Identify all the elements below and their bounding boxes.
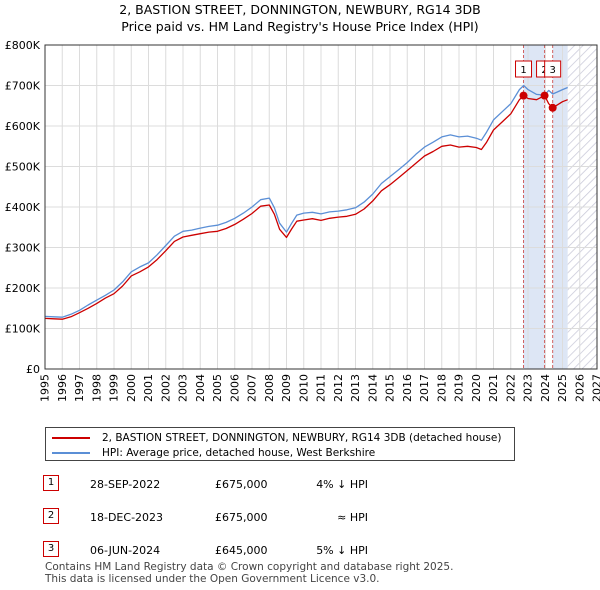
- y-tick-label: £700K: [5, 80, 41, 93]
- sale-point: [540, 91, 549, 100]
- sale-row: 2 18-DEC-2023 £675,000 ≈ HPI: [43, 505, 443, 538]
- sale-number-badge: 2: [43, 508, 59, 524]
- legend-price-paid-label: 2, BASTION STREET, DONNINGTON, NEWBURY, …: [102, 431, 502, 444]
- x-tick-label: 2005: [211, 374, 224, 402]
- y-tick-label: £0: [26, 363, 40, 376]
- sale-number-label: 3: [549, 65, 555, 76]
- y-tick-label: £400K: [5, 201, 41, 214]
- footer-copyright: Contains HM Land Registry data © Crown c…: [45, 561, 454, 573]
- x-tick-label: 2004: [194, 374, 207, 402]
- y-tick-label: £200K: [5, 282, 41, 295]
- legend-item-hpi: HPI: Average price, detached house, West…: [52, 445, 375, 460]
- sale-date: 06-JUN-2024: [90, 544, 161, 557]
- x-tick-label: 2007: [246, 374, 259, 402]
- chart-title: 2, BASTION STREET, DONNINGTON, NEWBURY, …: [119, 2, 481, 17]
- chart-subtitle: Price paid vs. HM Land Registry's House …: [121, 19, 479, 34]
- x-tick-label: 2001: [142, 374, 155, 402]
- sale-date: 18-DEC-2023: [90, 511, 164, 524]
- x-tick-label: 1997: [73, 374, 86, 402]
- x-tick-label: 2014: [366, 374, 379, 402]
- x-tick-label: 2019: [453, 374, 466, 402]
- legend-hpi-line: [52, 451, 90, 454]
- x-tick-label: 2002: [159, 374, 172, 402]
- sale-number-box: [515, 60, 533, 78]
- x-tick-label: 2025: [556, 374, 569, 402]
- x-tick-label: 2017: [418, 374, 431, 402]
- sale-price: £645,000: [215, 544, 268, 557]
- x-tick-label: 2010: [297, 374, 310, 402]
- x-tick-label: 2012: [332, 374, 345, 402]
- x-tick-label: 1995: [39, 374, 52, 402]
- legend-price-paid-line: [52, 436, 90, 439]
- x-tick-label: 1996: [56, 374, 69, 402]
- y-tick-label: £300K: [5, 242, 41, 255]
- price-paid-line: [44, 94, 568, 320]
- sale-row: 1 28-SEP-2022 £675,000 4% ↓ HPI: [43, 472, 443, 505]
- sale-hpi-comparison: 4% ↓ HPI: [316, 478, 368, 491]
- footer: Contains HM Land Registry data © Crown c…: [45, 561, 453, 585]
- sale-hpi-comparison: 5% ↓ HPI: [316, 544, 368, 557]
- sale-hpi-comparison: ≈ HPI: [337, 511, 368, 524]
- x-tick-label: 2000: [125, 374, 138, 402]
- x-tick-label: 2023: [522, 374, 535, 402]
- sale-number-label: 1: [520, 65, 526, 76]
- sale-number-badge: 3: [43, 541, 59, 557]
- x-tick-label: 2013: [349, 374, 362, 402]
- legend: 2, BASTION STREET, DONNINGTON, NEWBURY, …: [45, 427, 515, 461]
- y-tick-label: £100K: [5, 323, 41, 336]
- sale-price: £675,000: [215, 511, 268, 524]
- x-tick-label: 2006: [228, 374, 241, 402]
- x-tick-label: 1999: [108, 374, 121, 402]
- x-tick-label: 2009: [280, 374, 293, 402]
- x-tick-label: 2008: [263, 374, 276, 402]
- x-tick-label: 2015: [384, 374, 397, 402]
- x-tick-label: 2003: [177, 374, 190, 402]
- legend-hpi-label: HPI: Average price, detached house, West…: [102, 446, 376, 459]
- sale-price: £675,000: [215, 478, 268, 491]
- y-tick-label: £600K: [5, 120, 41, 133]
- legend-item-price-paid: 2, BASTION STREET, DONNINGTON, NEWBURY, …: [52, 430, 501, 445]
- x-tick-label: 2021: [487, 374, 500, 402]
- x-tick-label: 2027: [591, 374, 600, 402]
- sale-row: 3 06-JUN-2024 £645,000 5% ↓ HPI: [43, 538, 443, 571]
- sale-number-badge: 1: [43, 475, 59, 491]
- x-tick-label: 2020: [470, 374, 483, 402]
- sale-date: 28-SEP-2022: [90, 478, 161, 491]
- plot-frame: [44, 44, 598, 370]
- x-tick-label: 2016: [401, 374, 414, 402]
- sale-point: [548, 103, 557, 112]
- sale-number-box: [544, 60, 562, 78]
- y-tick-label: £500K: [5, 161, 41, 174]
- x-tick-label: 1998: [90, 374, 103, 402]
- y-tick-label: £800K: [5, 39, 41, 52]
- x-tick-label: 2024: [539, 374, 552, 402]
- sale-point: [519, 91, 528, 100]
- x-tick-label: 2026: [573, 374, 586, 402]
- hpi-line: [44, 84, 568, 318]
- price-chart: 123 £0£100K£200K£300K£400K£500K£600K£700…: [5, 39, 600, 402]
- x-tick-label: 2011: [315, 374, 328, 402]
- footer-licence: This data is licensed under the Open Gov…: [45, 573, 380, 585]
- x-tick-label: 2022: [504, 374, 517, 402]
- sales-table: 1 28-SEP-2022 £675,000 4% ↓ HPI 2 18-DEC…: [43, 472, 443, 571]
- x-tick-label: 2018: [435, 374, 448, 402]
